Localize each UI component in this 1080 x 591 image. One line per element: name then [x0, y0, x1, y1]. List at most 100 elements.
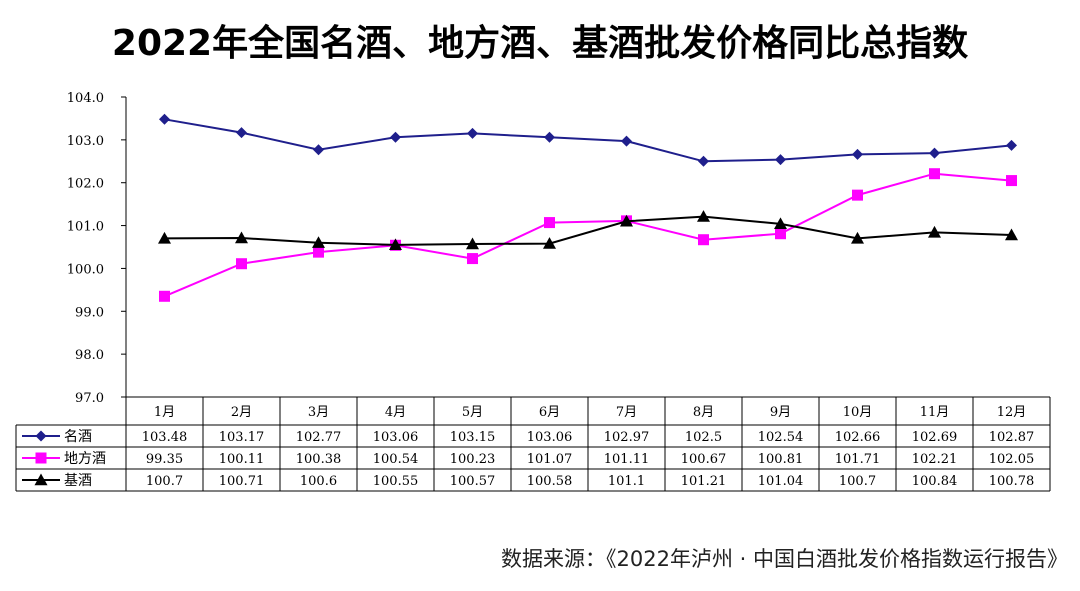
data-label: 101.07: [527, 452, 573, 467]
data-label: 102.21: [912, 452, 958, 467]
data-point: [467, 253, 478, 265]
data-label: 101.21: [681, 474, 727, 489]
data-label: 103.06: [527, 430, 573, 445]
x-tick-label: 3月: [308, 405, 329, 420]
data-point: [159, 290, 170, 302]
data-point: [698, 234, 709, 246]
data-point: [236, 258, 247, 270]
y-tick-label: 102.0: [67, 177, 104, 192]
data-label: 100.23: [450, 452, 496, 467]
y-tick-label: 100.0: [67, 262, 104, 277]
data-label: 102.97: [604, 430, 650, 445]
data-label: 101.71: [835, 452, 881, 467]
legend-marker: [35, 430, 47, 442]
legend-label: 基酒: [64, 472, 92, 489]
legend-marker: [34, 473, 48, 486]
data-point: [775, 228, 786, 240]
data-label: 101.11: [604, 452, 650, 467]
data-point: [466, 237, 479, 250]
data-label: 100.6: [300, 474, 337, 489]
x-tick-label: 10月: [843, 405, 873, 420]
data-point: [544, 131, 555, 143]
y-tick-label: 104.0: [67, 91, 104, 106]
x-tick-label: 7月: [616, 405, 637, 420]
x-tick-label: 4月: [385, 405, 406, 420]
legend-marker: [35, 452, 47, 464]
data-point: [774, 217, 787, 230]
data-point: [928, 225, 941, 238]
data-point: [544, 217, 555, 229]
y-tick-label: 99.0: [75, 305, 104, 320]
x-tick-label: 11月: [920, 405, 950, 420]
data-point: [1006, 139, 1017, 151]
data-point: [775, 154, 786, 166]
legend-label: 地方酒: [64, 451, 106, 467]
data-label: 101.1: [608, 474, 645, 489]
data-label: 102.05: [989, 452, 1035, 467]
x-tick-label: 6月: [539, 405, 560, 420]
data-point: [235, 231, 248, 244]
series-line-2: [164, 172, 1012, 298]
data-label: 102.66: [835, 430, 881, 445]
data-point: [313, 144, 324, 156]
x-tick-label: 12月: [997, 405, 1027, 420]
series-line-1: [164, 118, 1012, 163]
x-tick-label: 2月: [231, 405, 252, 420]
data-point: [467, 127, 478, 139]
data-label: 102.69: [912, 430, 958, 445]
data-label: 100.81: [758, 452, 804, 467]
data-point: [929, 147, 940, 159]
data-point: [852, 148, 863, 160]
x-tick-label: 1月: [154, 405, 175, 420]
y-tick-label: 103.0: [67, 134, 104, 149]
data-label: 100.7: [146, 474, 183, 489]
data-label: 103.48: [142, 430, 188, 445]
data-label: 100.7: [839, 474, 876, 489]
data-label: 102.87: [989, 430, 1035, 445]
data-point: [159, 113, 170, 125]
data-label: 100.54: [373, 452, 419, 467]
source-note: 数据来源：《2022年泸州 · 中国白酒批发价格指数运行报告》: [501, 547, 1068, 571]
data-label: 102.77: [296, 430, 342, 445]
data-point: [236, 127, 247, 139]
data-label: 100.71: [219, 474, 265, 489]
data-label: 99.35: [146, 452, 183, 467]
data-label: 100.38: [296, 452, 342, 467]
data-point: [698, 155, 709, 167]
data-label: 100.58: [527, 474, 573, 489]
chart-title: 2022年全国名酒、地方酒、基酒批发价格同比总指数: [111, 23, 969, 64]
legend-label: 名酒: [64, 429, 92, 445]
data-label: 103.17: [219, 430, 265, 445]
data-point: [313, 246, 324, 258]
x-tick-label: 5月: [462, 405, 483, 420]
data-label: 102.54: [758, 430, 804, 445]
y-tick-label: 97.0: [75, 391, 104, 406]
data-label: 101.04: [758, 474, 804, 489]
data-point: [1005, 228, 1018, 241]
data-label: 100.84: [912, 474, 958, 489]
data-label: 100.67: [681, 452, 727, 467]
x-tick-label: 8月: [693, 405, 714, 420]
data-label: 103.06: [373, 430, 419, 445]
data-point: [621, 135, 632, 147]
data-label: 103.15: [450, 430, 496, 445]
data-point: [312, 236, 325, 248]
data-label: 100.57: [450, 474, 496, 489]
data-point: [543, 237, 556, 249]
series-line-3: [164, 215, 1012, 246]
data-label: 100.11: [219, 452, 265, 467]
data-label: 100.55: [373, 474, 419, 489]
data-point: [929, 168, 940, 180]
data-point: [851, 231, 864, 244]
data-point: [389, 238, 402, 251]
data-point: [390, 131, 401, 143]
data-point: [697, 210, 710, 222]
data-label: 100.78: [989, 474, 1035, 489]
data-point: [620, 214, 633, 227]
y-tick-label: 98.0: [75, 348, 104, 363]
data-point: [1006, 175, 1017, 187]
x-tick-label: 9月: [770, 405, 791, 420]
data-point: [852, 189, 863, 201]
data-point: [158, 231, 171, 244]
